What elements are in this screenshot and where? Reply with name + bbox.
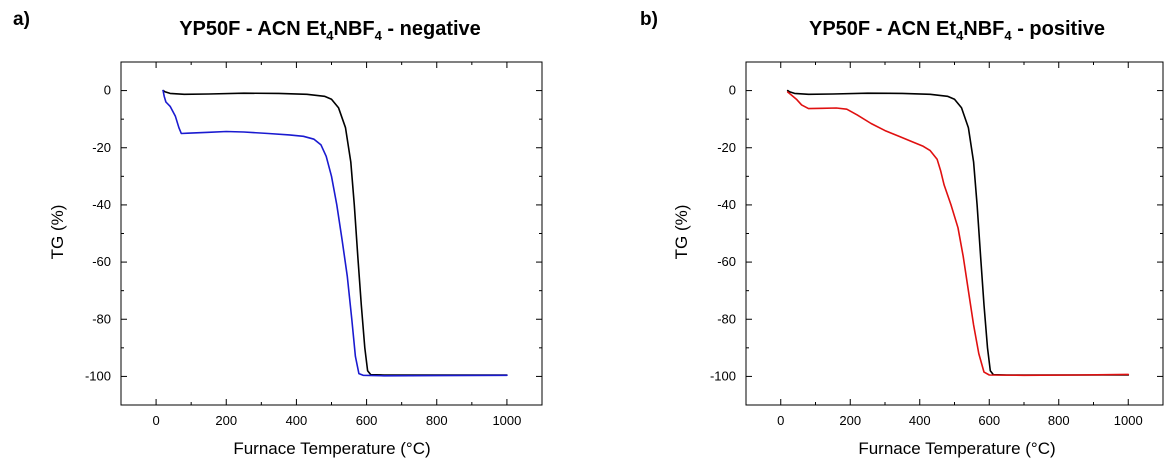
- y-tick-label: -60: [92, 254, 111, 269]
- plot-frame: [120, 61, 543, 406]
- series-line-1: [786, 89, 1130, 376]
- y-tick-label: 0: [729, 83, 736, 98]
- chart-a: a) YP50F - ACN Et4NBF4 - negative Furnac…: [13, 9, 543, 458]
- y-tick-label: -100: [85, 368, 111, 383]
- x-tick-label: 200: [215, 413, 237, 428]
- x-tick-label: 1000: [1114, 413, 1143, 428]
- series-line-1: [162, 89, 508, 376]
- x-tick-label: 800: [426, 413, 448, 428]
- y-tick-label: -40: [717, 197, 736, 212]
- series-line-2: [162, 89, 508, 377]
- y-tick-label: -60: [717, 254, 736, 269]
- x-tick-label: 400: [909, 413, 931, 428]
- y-axis-label-b: TG (%): [672, 205, 691, 260]
- x-tick-label: 0: [152, 413, 159, 428]
- y-tick-label: -80: [92, 311, 111, 326]
- x-tick-label: 800: [1048, 413, 1070, 428]
- x-tick-label: 600: [978, 413, 1000, 428]
- y-tick-label: -100: [710, 368, 736, 383]
- y-axis-label-a: TG (%): [48, 205, 67, 260]
- chart-title-a: YP50F - ACN Et4NBF4 - negative: [179, 18, 481, 43]
- x-tick-label: 1000: [492, 413, 521, 428]
- x-axis-label-b: Furnace Temperature (°C): [858, 439, 1055, 458]
- y-tick-label: -20: [92, 140, 111, 155]
- y-tick-label: -80: [717, 311, 736, 326]
- x-tick-label: 400: [286, 413, 308, 428]
- y-tick-label: 0: [104, 83, 111, 98]
- panel-label-b: b): [640, 9, 658, 30]
- chart-title-b: YP50F - ACN Et4NBF4 - positive: [809, 18, 1105, 43]
- chart-b: b) YP50F - ACN Et4NBF4 - positive Furnac…: [640, 9, 1164, 458]
- y-tick-label: -20: [717, 140, 736, 155]
- panel-label-a: a): [13, 9, 30, 30]
- x-axis-label-a: Furnace Temperature (°C): [233, 439, 430, 458]
- series-line-2: [786, 91, 1130, 377]
- x-tick-label: 0: [777, 413, 784, 428]
- plot-frame: [745, 61, 1164, 406]
- y-tick-label: -40: [92, 197, 111, 212]
- x-tick-label: 600: [356, 413, 378, 428]
- x-tick-label: 200: [839, 413, 861, 428]
